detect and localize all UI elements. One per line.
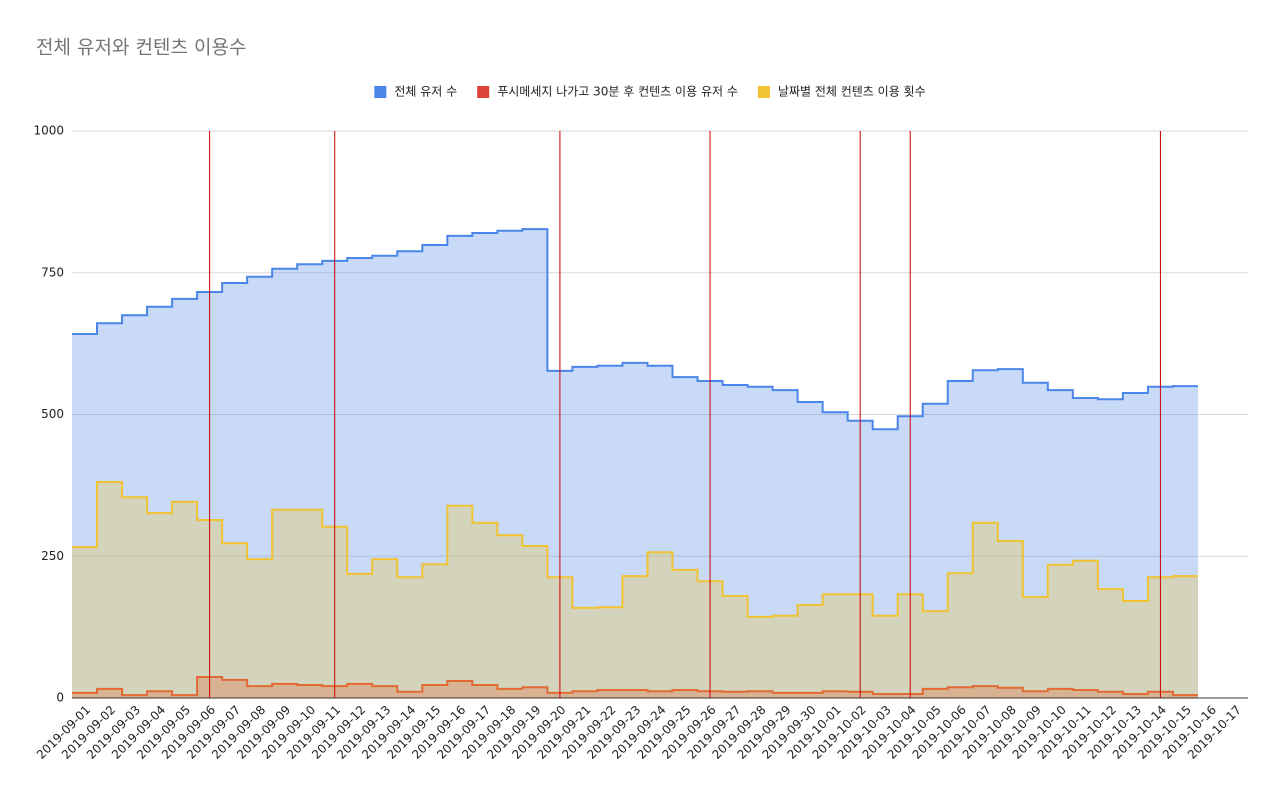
y-tick-label: 0 — [56, 691, 64, 705]
series-area — [72, 481, 1198, 698]
y-tick-label: 250 — [41, 549, 64, 563]
chart-title: 전체 유저와 컨텐츠 이용수 — [36, 37, 246, 59]
series-line — [72, 228, 1198, 431]
y-tick-label: 500 — [41, 407, 64, 421]
legend-label: 전체 유저 수 — [394, 85, 457, 99]
legend-label: 날짜별 전체 컨텐츠 이용 횟수 — [778, 85, 926, 99]
series-area — [72, 229, 1198, 698]
legend-label: 푸시메세지 나가고 30분 후 컨텐츠 이용 유저 수 — [497, 85, 738, 99]
legend-swatch — [757, 86, 770, 98]
legend-swatch — [374, 86, 387, 98]
y-tick-label: 1000 — [33, 124, 64, 138]
y-tick-label: 750 — [41, 265, 64, 279]
legend: 전체 유저 수 푸시메세지 나가고 30분 후 컨텐츠 이용 유저 수 날짜별 전체… — [374, 85, 926, 99]
series-area — [72, 677, 1198, 698]
series-line — [72, 676, 1198, 697]
legend-swatch — [477, 86, 490, 98]
series-line — [72, 480, 1198, 618]
